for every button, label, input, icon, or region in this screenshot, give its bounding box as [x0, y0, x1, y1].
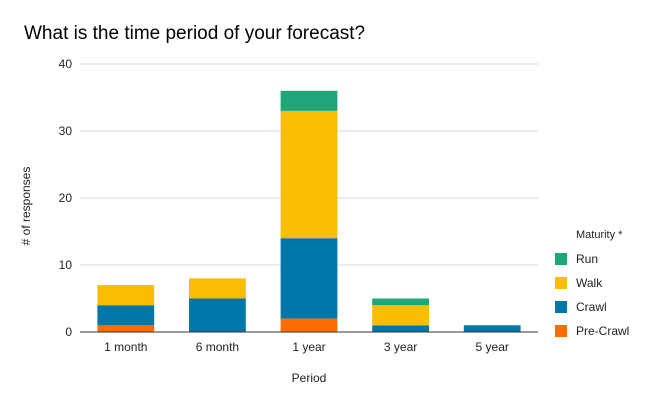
x-axis-title: Period: [292, 371, 327, 385]
bar-segment-crawl-3-year: [372, 325, 429, 332]
x-tick-label: 3 year: [384, 340, 417, 354]
axis-layer: 0 10 20 30 40 1 month 6 month 1 year 3 year 5 yea…: [59, 57, 538, 354]
y-tick-label: 40: [59, 57, 73, 71]
legend-swatch-run: [555, 253, 567, 265]
y-tick-label: 10: [59, 258, 73, 272]
bar-segment-run-3-year: [372, 298, 429, 306]
bar-segment-pre-crawl-1-month: [97, 325, 155, 332]
x-tick-label: 1 year: [292, 340, 325, 354]
legend-label-pre-crawl: Pre-Crawl: [576, 324, 629, 338]
bar-segment-pre-crawl-1-year: [280, 318, 338, 332]
bar-segment-walk-1-month: [97, 285, 155, 306]
bar-segment-crawl-6-month: [189, 298, 246, 332]
bar-segment-walk-3-year: [372, 305, 429, 326]
bar-segment-crawl-5-year: [463, 325, 521, 332]
legend-swatch-crawl: [555, 301, 567, 313]
chart-title: What is the time period of your forecast…: [24, 23, 365, 44]
legend-title: Maturity *: [576, 229, 623, 241]
bar-segment-run-1-year: [280, 90, 338, 111]
bar-segment-crawl-1-year: [280, 238, 338, 319]
bar-segment-walk-1-year: [280, 110, 338, 239]
bars-layer: [97, 90, 521, 332]
legend-swatch-walk: [555, 277, 567, 289]
x-tick-label: 1 month: [104, 340, 147, 354]
x-tick-label: 6 month: [196, 340, 239, 354]
x-tick-label: 5 year: [476, 340, 509, 354]
legend: Maturity * Run Walk Crawl Pre-Crawl: [555, 229, 629, 338]
legend-label-walk: Walk: [576, 276, 603, 290]
y-tick-label: 0: [65, 325, 72, 339]
bar-segment-walk-6-month: [189, 278, 246, 299]
legend-label-crawl: Crawl: [576, 300, 607, 314]
legend-label-run: Run: [576, 252, 598, 266]
legend-swatch-pre-crawl: [555, 325, 567, 337]
y-tick-label: 20: [59, 191, 73, 205]
y-tick-label: 30: [59, 124, 73, 138]
bar-segment-crawl-1-month: [97, 305, 155, 326]
y-axis-title: # of responses: [19, 167, 33, 246]
